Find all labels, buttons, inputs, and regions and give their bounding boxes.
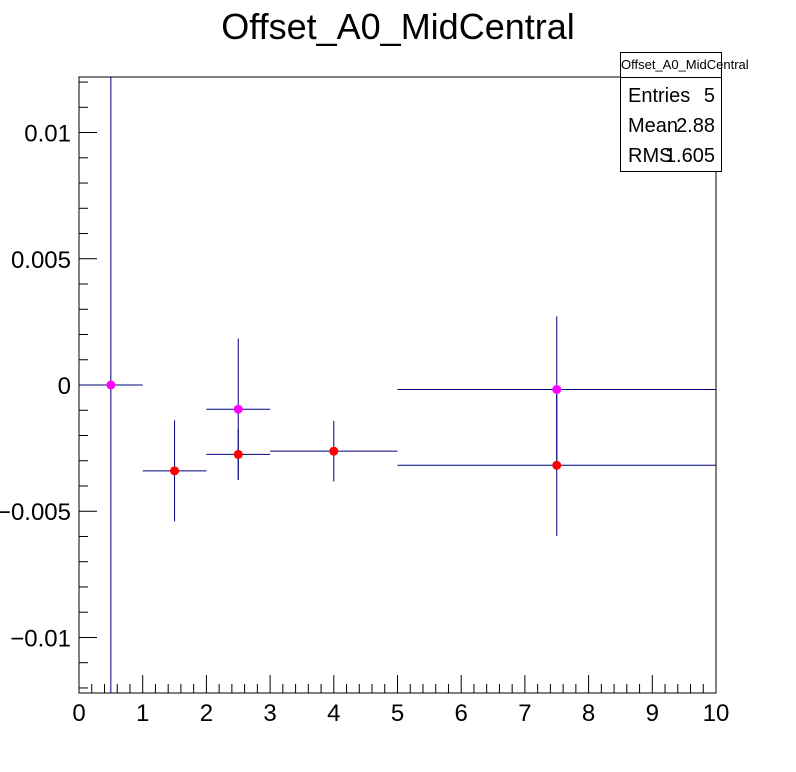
stats-value: 1.605 [664,145,715,167]
stats-label: RMS [628,145,673,167]
data-point-series-1 [552,385,562,395]
data-point-series-0 [552,460,562,470]
x-tick-label: 7 [518,700,531,727]
stats-row-entries: Entries 5 [621,82,721,112]
x-tick-label: 4 [327,700,340,727]
stats-box: Offset_A0_MidCentral Entries 5 Mean 2.88… [620,52,749,172]
data-point-series-0 [233,449,243,459]
y-tick-label: −0.01 [10,625,71,652]
stats-box-title: Offset_A0_MidCentral [621,53,749,78]
data-point-series-1 [106,380,116,390]
data-point-series-0 [329,446,339,456]
y-tick-label: 0.01 [24,121,71,148]
x-tick-label: 1 [136,700,149,727]
stats-label: Entries [628,85,691,107]
chart-title: Offset_A0_MidCentral [221,6,575,47]
stats-row-rms: RMS 1.605 [621,142,721,172]
data-markers [106,380,562,476]
stats-label: Mean [628,115,679,137]
y-tick-label: −0.005 [0,499,71,526]
x-tick-label: 10 [703,700,730,727]
stats-value: 2.88 [676,115,715,137]
x-tick-label: 8 [582,700,595,727]
data-point-series-0 [170,466,180,476]
data-point-series-1 [233,404,243,414]
x-tick-label: 6 [455,700,468,727]
x-tick-label: 0 [72,700,85,727]
stats-value: 5 [703,85,715,107]
stats-row-mean: Mean 2.88 [621,112,721,142]
x-tick-label: 5 [391,700,404,727]
x-tick-label: 3 [263,700,276,727]
y-tick-label: 0.005 [11,247,71,274]
x-tick-label: 2 [200,700,213,727]
axis-ticks [78,81,717,693]
y-tick-label: 0 [58,373,71,400]
x-tick-label: 9 [646,700,659,727]
axis-tick-labels: 0 1 2 3 4 5 6 7 8 9 10 −0.01 −0.005 0 0.005 0.01 [0,121,729,727]
